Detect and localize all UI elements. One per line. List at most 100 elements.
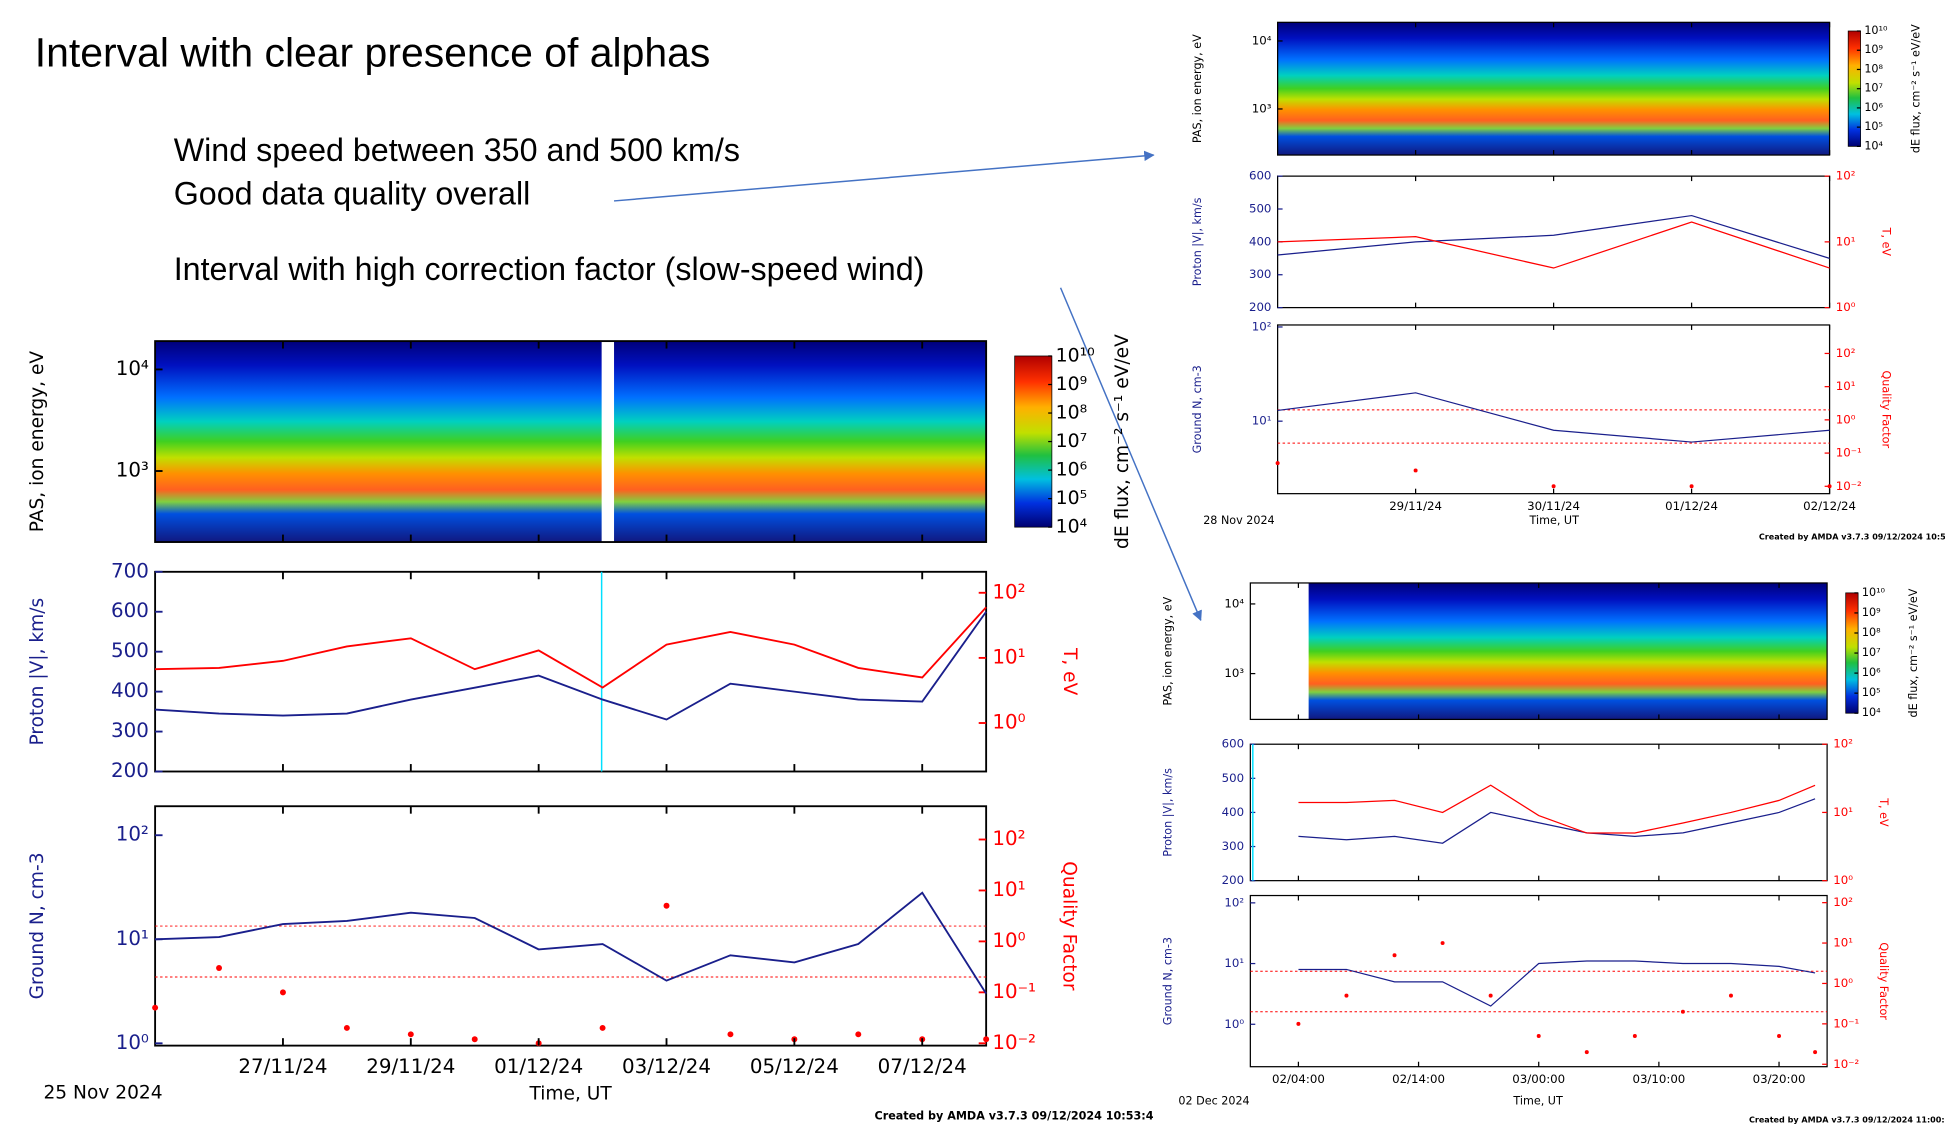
data-gap: [1250, 582, 1309, 720]
colorbar-tick-label: 10¹⁰: [1864, 24, 1888, 37]
y-tick-label: 10³: [116, 459, 149, 482]
data-point: [1488, 993, 1493, 998]
y-tick-label: 10¹: [992, 878, 1025, 901]
y-tick-label: 10⁰: [1833, 976, 1853, 990]
spectrogram: [1277, 22, 1830, 156]
spectrogram: [1250, 582, 1828, 720]
panel-frame: [154, 570, 988, 773]
colorbar-tick-label: 10⁸: [1862, 626, 1881, 639]
start-date: 25 Nov 2024: [43, 1082, 162, 1103]
data-point: [216, 965, 223, 972]
y-tick-label: 400: [1222, 805, 1244, 819]
y-tick-label: 10²: [1252, 319, 1272, 333]
data-point: [1680, 1009, 1685, 1014]
y-tick-label: 10⁴: [1224, 596, 1244, 610]
data-point: [1728, 993, 1733, 998]
y2-axis-label: T, eV: [1059, 647, 1080, 696]
y-tick-label: 500: [111, 639, 149, 662]
y-tick-label: 600: [111, 599, 149, 622]
y-tick-label: 10²: [1833, 737, 1853, 751]
y-tick-label: 700: [111, 559, 149, 582]
y-tick-label: 10¹: [116, 927, 149, 950]
x-tick-label: 27/11/24: [238, 1055, 327, 1078]
y-tick-label: 10²: [1833, 895, 1853, 909]
y2-axis-label: T, eV: [1879, 227, 1892, 257]
data-point: [663, 902, 670, 909]
colorbar: [1014, 355, 1053, 528]
y-tick-label: 10²: [1224, 895, 1244, 909]
colorbar-tick-label: 10⁵: [1864, 120, 1883, 133]
data-point: [1440, 941, 1445, 946]
y-tick-label: 10⁰: [116, 1031, 149, 1054]
y-tick-label: 10²: [992, 580, 1025, 603]
y-tick-label: 300: [1222, 839, 1244, 853]
data-point: [1584, 1050, 1589, 1055]
slide-line: Interval with high correction factor (sl…: [174, 251, 925, 287]
y-tick-label: 10⁰: [992, 929, 1025, 952]
colorbar-label: dE flux, cm⁻² s⁻¹ eV/eV: [1907, 588, 1920, 717]
y-tick-label: 10¹: [1252, 414, 1272, 428]
y-tick-label: 10⁻¹: [1833, 1016, 1859, 1030]
y-tick-label: 10²: [116, 823, 149, 846]
y-tick-label: 600: [1222, 737, 1244, 751]
y-axis-label: PAS, ion energy, eV: [27, 351, 48, 533]
y-tick-label: 10⁻²: [992, 1031, 1036, 1054]
data-point: [1275, 461, 1280, 466]
data-line: [155, 611, 987, 721]
data-point: [983, 1036, 990, 1043]
data-line: [1298, 798, 1816, 844]
data-point: [152, 1004, 159, 1011]
colorbar-tick-label: 10⁸: [1056, 403, 1088, 424]
data-point: [279, 989, 286, 996]
colorbar-tick-label: 10⁴: [1862, 706, 1881, 719]
arrow: [613, 150, 1155, 202]
colorbar-tick-label: 10⁹: [1864, 43, 1883, 56]
data-point: [407, 1031, 414, 1038]
y-tick-label: 10⁴: [116, 357, 149, 380]
y-tick-label: 500: [1222, 771, 1244, 785]
data-point: [1827, 484, 1832, 489]
y2-axis-label: Quality Factor: [1059, 861, 1080, 991]
colorbar-tick-label: 10¹⁰: [1056, 345, 1095, 366]
x-tick-label: 07/12/24: [878, 1055, 967, 1078]
y-tick-label: 400: [111, 679, 149, 702]
x-tick-label: 02/04:00: [1272, 1072, 1325, 1086]
colorbar-tick-label: 10⁵: [1862, 686, 1881, 699]
y-tick-label: 600: [1249, 169, 1271, 183]
y-axis-label: Ground N, cm-3: [1191, 365, 1204, 453]
data-point: [1777, 1034, 1782, 1039]
y-axis-label: Ground N, cm-3: [1161, 937, 1174, 1025]
y-axis-label: PAS, ion energy, eV: [1161, 596, 1174, 705]
y-tick-label: 10³: [1224, 666, 1244, 680]
y-tick-label: 10²: [992, 827, 1025, 850]
y-axis-label: Proton |V|, km/s: [1161, 768, 1174, 857]
colorbar-tick-label: 10⁴: [1056, 517, 1088, 538]
data-point: [1296, 1021, 1301, 1026]
credit: Created by AMDA v3.7.3 09/12/2024 10:53:…: [875, 1109, 1154, 1122]
y-tick-label: 200: [1249, 300, 1271, 314]
data-point: [343, 1024, 350, 1031]
data-point: [1413, 468, 1418, 473]
colorbar-tick-label: 10⁹: [1056, 374, 1088, 395]
y-axis-label: Proton |V|, km/s: [27, 598, 48, 746]
y-tick-label: 300: [1249, 267, 1271, 281]
data-line: [155, 891, 987, 995]
data-point: [471, 1036, 478, 1043]
colorbar-tick-label: 10⁶: [1862, 666, 1881, 679]
y-tick-label: 10¹: [992, 645, 1025, 668]
data-line: [1277, 221, 1830, 269]
x-tick-label: 29/11/24: [366, 1055, 455, 1078]
y-tick-label: 10⁻²: [1833, 1057, 1859, 1071]
panel-frame: [154, 340, 988, 543]
y-tick-label: 10²: [1836, 169, 1856, 183]
y-axis-label: Ground N, cm-3: [27, 852, 48, 999]
x-tick-label: 30/11/24: [1527, 499, 1580, 513]
x-tick-label: 03/20:00: [1753, 1072, 1806, 1086]
data-line: [1277, 392, 1830, 443]
y2-axis-label: Quality Factor: [1877, 942, 1890, 1020]
colorbar-tick-label: 10⁷: [1864, 82, 1883, 95]
start-date: 02 Dec 2024: [1178, 1094, 1249, 1107]
data-point: [599, 1024, 606, 1031]
